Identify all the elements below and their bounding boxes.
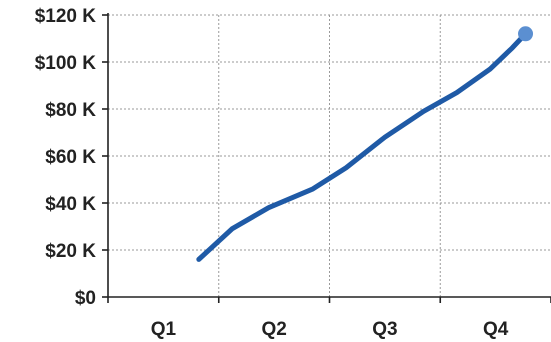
series-line [196,31,529,262]
x-tick-label: Q1 [151,319,177,340]
x-axis-tick-labels: Q1 Q2 Q3 Q4 [151,319,509,340]
y-tick-label: $100 K [35,53,97,74]
y-tick-label: $40 K [45,194,96,215]
x-tick-label: Q4 [483,319,509,340]
data-point [382,135,387,140]
y-tick-label: $120 K [35,6,97,27]
chart-series [196,26,534,262]
x-tick-label: Q2 [261,319,286,340]
chart-grid [108,14,551,297]
data-point [230,226,235,231]
data-point [310,186,315,191]
y-tick-label: $0 [75,288,96,309]
data-point [344,165,349,170]
data-point [454,90,459,95]
y-tick-label: $20 K [45,241,96,262]
data-point [266,205,271,210]
y-tick-label: $60 K [45,147,96,168]
x-tick-label: Q3 [372,319,397,340]
chart-axes [102,13,551,303]
data-point [421,109,426,114]
data-point [488,67,493,72]
data-point [196,257,201,262]
end-point-marker [518,26,534,42]
y-tick-label: $80 K [45,100,96,121]
data-point [510,45,515,50]
y-axis-tick-labels: $0 $20 K $40 K $60 K $80 K $100 K $120 K [35,6,97,309]
